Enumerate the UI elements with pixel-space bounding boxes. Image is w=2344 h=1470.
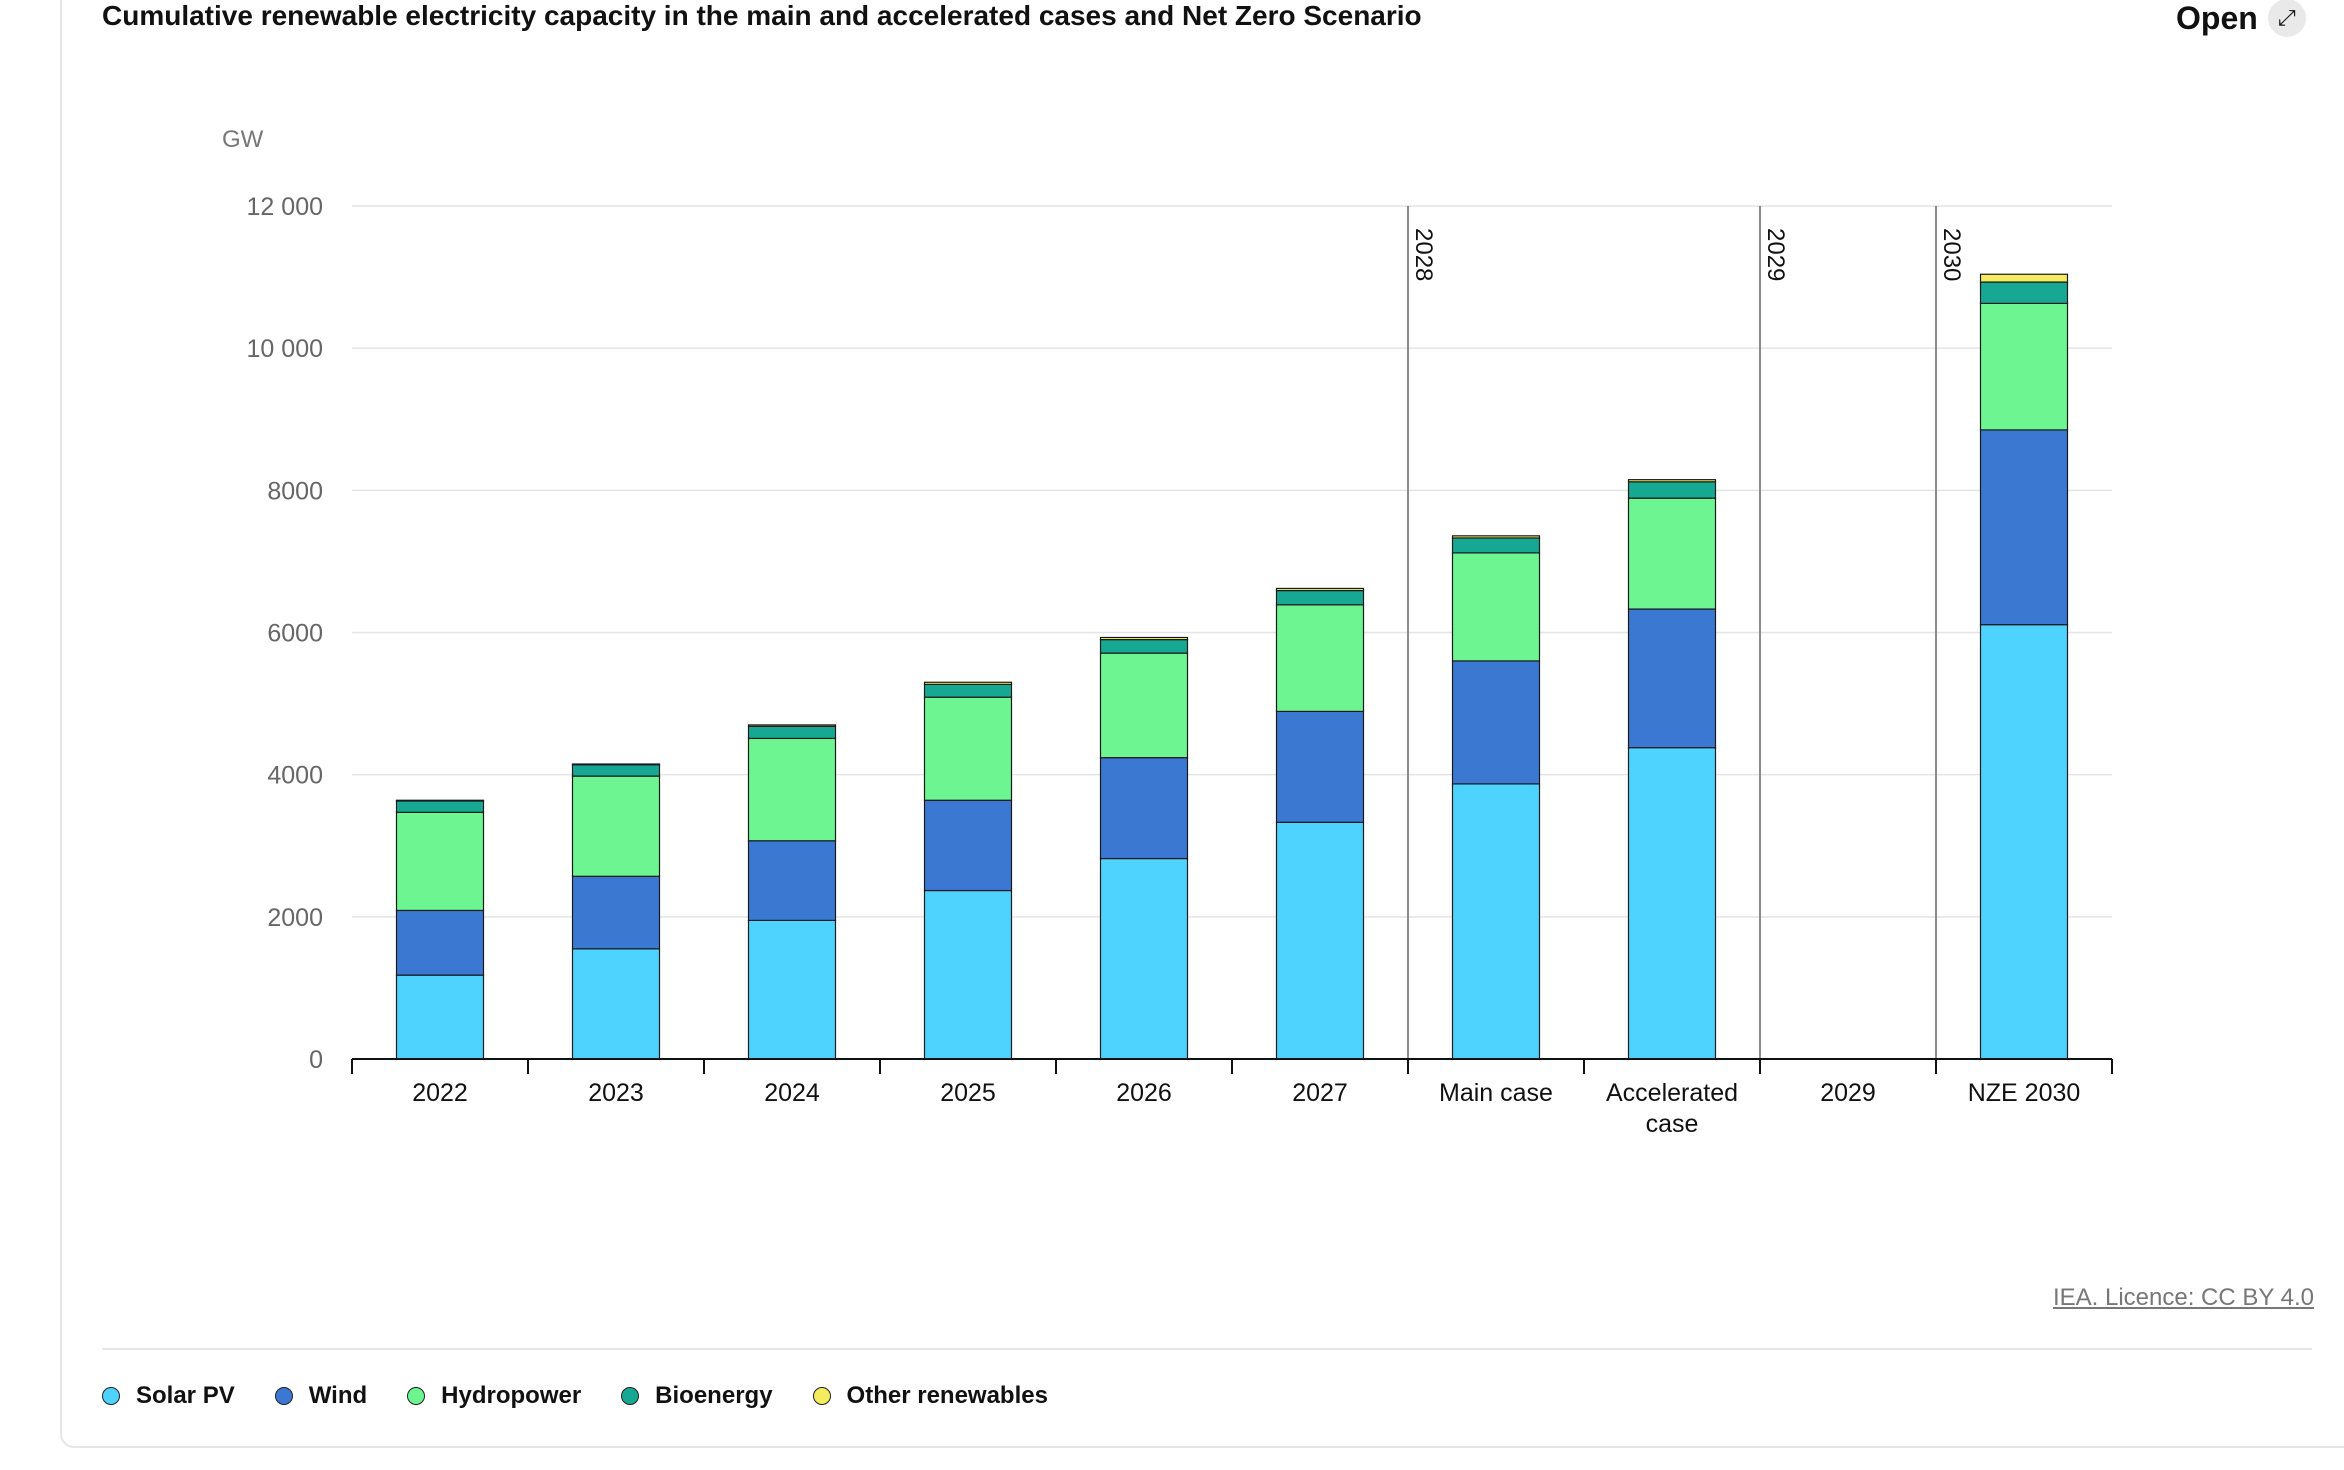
y-tick-label: 10 000 xyxy=(247,335,323,363)
x-tick-label: 2027 xyxy=(1292,1079,1348,1107)
legend-label: Hydropower xyxy=(441,1382,582,1409)
x-tick-label: case xyxy=(1646,1110,1699,1138)
bar-segment-wind xyxy=(1979,429,2069,626)
legend-swatch xyxy=(621,1387,640,1405)
bar-segment-other-renewables xyxy=(395,799,485,802)
legend-item[interactable]: Bioenergy xyxy=(621,1382,773,1410)
x-tick-label: Main case xyxy=(1439,1079,1553,1107)
x-tick-label: 2029 xyxy=(1820,1079,1876,1107)
bar-segment-other-renewables xyxy=(747,724,837,727)
y-tick-label: 0 xyxy=(309,1046,323,1074)
legend-swatch xyxy=(812,1387,831,1405)
bar-segment-solar-pv xyxy=(1451,783,1541,1060)
bar-segment-other-renewables xyxy=(923,681,1013,685)
bar-segment-bioenergy xyxy=(1451,537,1541,554)
bar-segment-hydropower xyxy=(923,696,1013,801)
x-tick-label: 2024 xyxy=(764,1079,820,1107)
chart-card xyxy=(60,0,2344,1448)
bar-segment-solar-pv xyxy=(395,974,485,1060)
y-tick-label: 8000 xyxy=(267,477,323,505)
bar-segment-bioenergy xyxy=(923,683,1013,698)
bar-segment-other-renewables xyxy=(1979,273,2069,283)
bar-segment-wind xyxy=(1627,608,1717,749)
x-tick-label: NZE 2030 xyxy=(1968,1079,2081,1107)
bar-segment-bioenergy xyxy=(1627,481,1717,499)
bar-segment-hydropower xyxy=(747,737,837,842)
bar-segment-bioenergy xyxy=(747,725,837,740)
bar-segment-hydropower xyxy=(571,775,661,877)
bar-segment-bioenergy xyxy=(395,800,485,813)
bar-segment-solar-pv xyxy=(571,948,661,1060)
group-marker-label: 2030 xyxy=(1938,228,1965,281)
open-button[interactable]: Open ⤢ xyxy=(2176,0,2306,37)
y-tick-label: 2000 xyxy=(267,904,323,932)
legend-item[interactable]: Solar PV xyxy=(102,1382,235,1410)
bar-segment-wind xyxy=(1099,757,1189,860)
legend-swatch xyxy=(102,1387,120,1405)
bar-segment-solar-pv xyxy=(1627,747,1717,1060)
legend-item[interactable]: Wind xyxy=(274,1382,368,1410)
bar-segment-solar-pv xyxy=(1099,857,1189,1060)
bar-segment-solar-pv xyxy=(923,889,1013,1060)
y-tick-label: 4000 xyxy=(267,762,323,790)
bar-segment-solar-pv xyxy=(1979,624,2069,1060)
legend-swatch xyxy=(407,1387,426,1405)
licence-link[interactable]: IEA. Licence: CC BY 4.0 xyxy=(2052,1284,2314,1311)
bar-segment-wind xyxy=(1451,660,1541,785)
bar-segment-bioenergy xyxy=(1979,281,2069,304)
x-tick-label: 2026 xyxy=(1116,1079,1172,1107)
bar-segment-other-renewables xyxy=(1627,479,1717,483)
group-marker-label: 2029 xyxy=(1762,228,1789,281)
legend-swatch xyxy=(274,1387,293,1405)
y-tick-label: 12 000 xyxy=(247,193,323,221)
bar-segment-hydropower xyxy=(1979,302,2069,431)
bar-segment-other-renewables xyxy=(1451,535,1541,539)
bar-segment-solar-pv xyxy=(1275,821,1365,1060)
bar-segment-hydropower xyxy=(1627,497,1717,610)
y-axis-unit-label: GW xyxy=(222,126,264,153)
chart-title: Cumulative renewable electricity capacit… xyxy=(102,0,1422,31)
bar-segment-wind xyxy=(571,875,661,950)
legend-item[interactable]: Other renewables xyxy=(812,1382,1048,1410)
bar-segment-bioenergy xyxy=(1099,639,1189,654)
bar-segment-hydropower xyxy=(1099,652,1189,759)
bar-segment-hydropower xyxy=(395,811,485,912)
bar-segment-bioenergy xyxy=(571,764,661,777)
bar-segment-bioenergy xyxy=(1275,589,1365,606)
bar-segment-wind xyxy=(923,799,1013,892)
legend-label: Bioenergy xyxy=(655,1382,773,1409)
group-marker-label: 2028 xyxy=(1410,228,1437,281)
bar-segment-other-renewables xyxy=(571,763,661,766)
x-tick-label: 2025 xyxy=(940,1079,996,1107)
x-tick-label: 2022 xyxy=(412,1079,468,1107)
legend-item[interactable]: Hydropower xyxy=(407,1382,581,1410)
bar-segment-hydropower xyxy=(1275,604,1365,713)
bar-segment-other-renewables xyxy=(1275,587,1365,592)
bar-segment-wind xyxy=(747,840,837,921)
x-tick-label: Accelerated xyxy=(1606,1079,1738,1107)
bar-segment-other-renewables xyxy=(1099,636,1189,641)
open-label: Open xyxy=(2176,0,2258,36)
legend-label: Solar PV xyxy=(136,1382,235,1409)
bar-segment-hydropower xyxy=(1451,552,1541,662)
bar-segment-wind xyxy=(1275,710,1365,823)
chart-legend: Solar PV Wind Hydropower Bioenergy Other ren… xyxy=(102,1382,1048,1410)
bar-segment-wind xyxy=(395,909,485,976)
legend-label: Other renewables xyxy=(846,1382,1048,1409)
footer-divider xyxy=(102,1348,2312,1350)
bar-segment-solar-pv xyxy=(747,919,837,1060)
y-tick-label: 6000 xyxy=(267,620,323,648)
expand-arrow-icon: ⤢ xyxy=(2267,0,2306,37)
x-tick-label: 2023 xyxy=(588,1079,644,1107)
legend-label: Wind xyxy=(308,1382,368,1409)
stacked-bar-chart: GW 0 2000 4000 6000 8000 10 000 12 000 2028 2029 2… xyxy=(222,126,2113,1138)
